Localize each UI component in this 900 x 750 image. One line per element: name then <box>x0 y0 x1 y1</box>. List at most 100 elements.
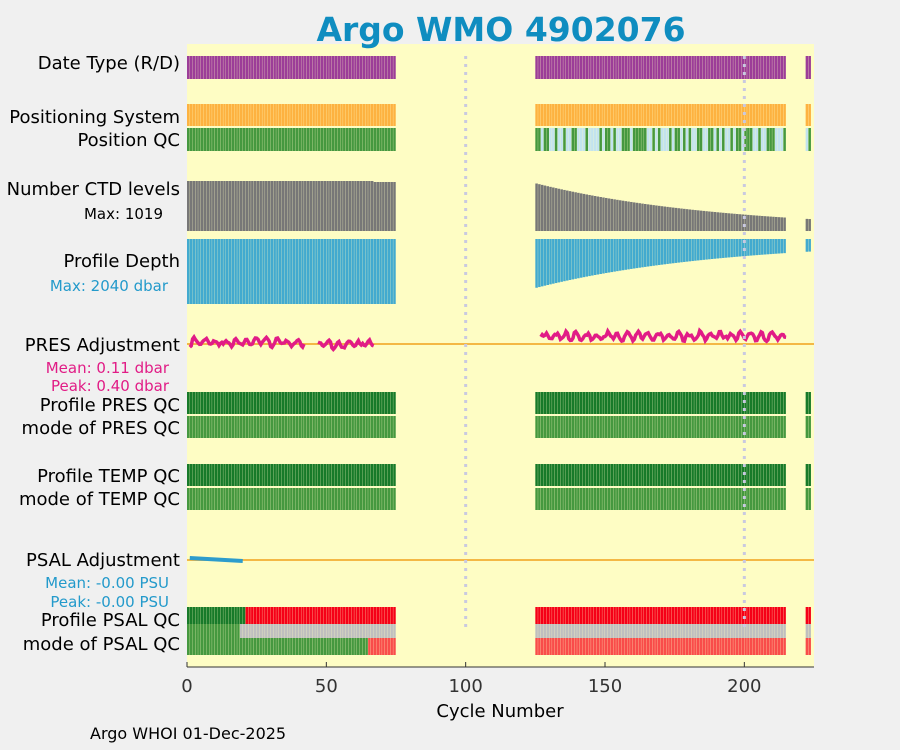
ctd-level-bar <box>713 212 717 231</box>
temp-mode-bar <box>722 488 725 510</box>
profile-depth-bar <box>780 239 784 254</box>
date-type-bar <box>354 56 357 79</box>
date-type-bar <box>552 56 555 79</box>
positioning-bar <box>276 104 279 126</box>
ctd-level-bar <box>699 210 703 231</box>
psal-qc-bar <box>741 607 745 624</box>
psal-qc-bar <box>320 607 324 624</box>
psal-mode-bar <box>588 638 591 655</box>
ctd-level-bar <box>231 181 235 231</box>
psal-qc-bar <box>641 607 644 624</box>
date-type-bar <box>571 56 575 79</box>
pres-qc-bar <box>568 392 572 414</box>
positioning-bar <box>577 104 580 126</box>
temp-mode-bar <box>312 488 315 510</box>
temp-qc-bar <box>323 464 327 486</box>
temp-qc-bar <box>716 464 719 486</box>
profile-depth-bar <box>641 239 644 268</box>
temp-mode-bar <box>618 488 622 510</box>
positioning-bar <box>206 104 210 126</box>
ctd-level-bar <box>200 181 204 231</box>
positioning-bar <box>284 104 288 126</box>
date-type-bar <box>242 56 246 79</box>
psal-mode-bar <box>758 638 761 655</box>
profile-depth-bar <box>646 239 650 267</box>
positioning-bar <box>387 104 391 126</box>
ctd-level-bar <box>256 181 260 231</box>
position-qc-bar <box>772 128 775 151</box>
psal-mode-bar <box>577 638 580 655</box>
date-type-bar <box>543 56 547 79</box>
ctd-level-bar <box>351 181 354 231</box>
ctd-level-bar <box>733 213 736 231</box>
pres-mode-bar <box>345 416 349 438</box>
profile-depth-bar <box>772 239 775 254</box>
pres-mode-bar <box>393 416 396 438</box>
date-type-bar <box>741 56 745 79</box>
psal-mode-bar <box>262 638 265 655</box>
ctd-level-bar <box>680 208 683 231</box>
profile-depth-bar <box>649 239 653 267</box>
psal-gray-bar <box>702 624 706 638</box>
psal-qc-bar <box>337 607 340 624</box>
ctd-level-bar <box>716 212 719 231</box>
pres-mode-bar <box>315 416 318 438</box>
date-type-bar <box>390 56 393 79</box>
profile-depth-bar <box>198 239 201 304</box>
temp-mode-bar <box>251 488 254 510</box>
psal-gray-bar <box>607 624 611 638</box>
date-type-bar <box>630 56 633 79</box>
temp-mode-bar <box>317 488 321 510</box>
temp-qc-bar <box>552 464 555 486</box>
date-type-bar <box>206 56 210 79</box>
psal-mode-bar <box>752 638 756 655</box>
temp-mode-bar <box>766 488 770 510</box>
temp-mode-bar <box>273 488 276 510</box>
psal-mode-bar <box>621 638 625 655</box>
date-type-bar <box>220 56 223 79</box>
temp-qc-bar <box>248 464 251 486</box>
ctd-level-bar <box>605 197 608 231</box>
psal-mode-bar <box>574 638 577 655</box>
psal-qc-bar <box>273 607 276 624</box>
profile-depth-bar <box>738 239 742 257</box>
temp-mode-bar <box>248 488 251 510</box>
ctd-level-bar <box>226 181 229 231</box>
psal-qc-bar <box>588 607 591 624</box>
pres-qc-bar <box>278 392 282 414</box>
date-type-bar <box>312 56 315 79</box>
temp-mode-bar <box>638 488 641 510</box>
pres-mode-bar <box>376 416 379 438</box>
psal-mode-bar <box>630 638 633 655</box>
profile-depth-bar <box>351 239 354 304</box>
pres-qc-bar <box>356 392 360 414</box>
psal-mode-bar <box>304 638 307 655</box>
positioning-bar <box>248 104 251 126</box>
pres-qc-bar <box>370 392 374 414</box>
psal-qc-bar <box>660 607 664 624</box>
profile-depth-bar <box>652 239 655 266</box>
temp-qc-bar <box>669 464 672 486</box>
profile-depth-bar <box>568 239 572 280</box>
psal-gray-bar <box>239 624 243 638</box>
psal-qc-bar <box>602 607 605 624</box>
profile-depth-bar <box>538 239 541 288</box>
pres-qc-bar <box>273 392 276 414</box>
psal-mode-bar <box>543 638 547 655</box>
temp-mode-bar <box>755 488 758 510</box>
pres-mode-bar <box>540 416 544 438</box>
temp-qc-bar <box>602 464 605 486</box>
psal-qc-bar <box>359 607 363 624</box>
position-qc-bar <box>212 128 215 151</box>
psal-gray-bar <box>228 624 232 638</box>
psal-qc-bar <box>217 607 221 624</box>
temp-qc-bar <box>351 464 354 486</box>
date-type-bar <box>248 56 251 79</box>
date-type-bar <box>217 56 221 79</box>
psal-mode-bar <box>242 638 246 655</box>
psal-gray-bar <box>365 624 368 638</box>
psal-gray-bar <box>722 624 725 638</box>
psal-qc-bar <box>362 607 366 624</box>
temp-qc-bar <box>387 464 391 486</box>
date-type-bar <box>705 56 708 79</box>
